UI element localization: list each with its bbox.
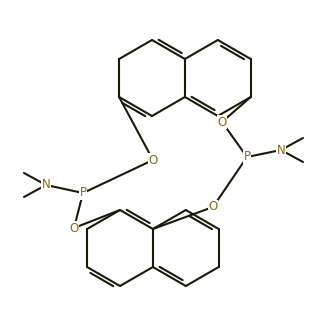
Text: O: O [148, 154, 158, 167]
Text: O: O [217, 115, 227, 128]
Text: O: O [208, 200, 218, 214]
Text: P: P [80, 186, 87, 200]
Text: P: P [243, 151, 251, 164]
Text: N: N [277, 143, 285, 156]
Text: N: N [42, 179, 50, 191]
Text: O: O [69, 221, 79, 234]
